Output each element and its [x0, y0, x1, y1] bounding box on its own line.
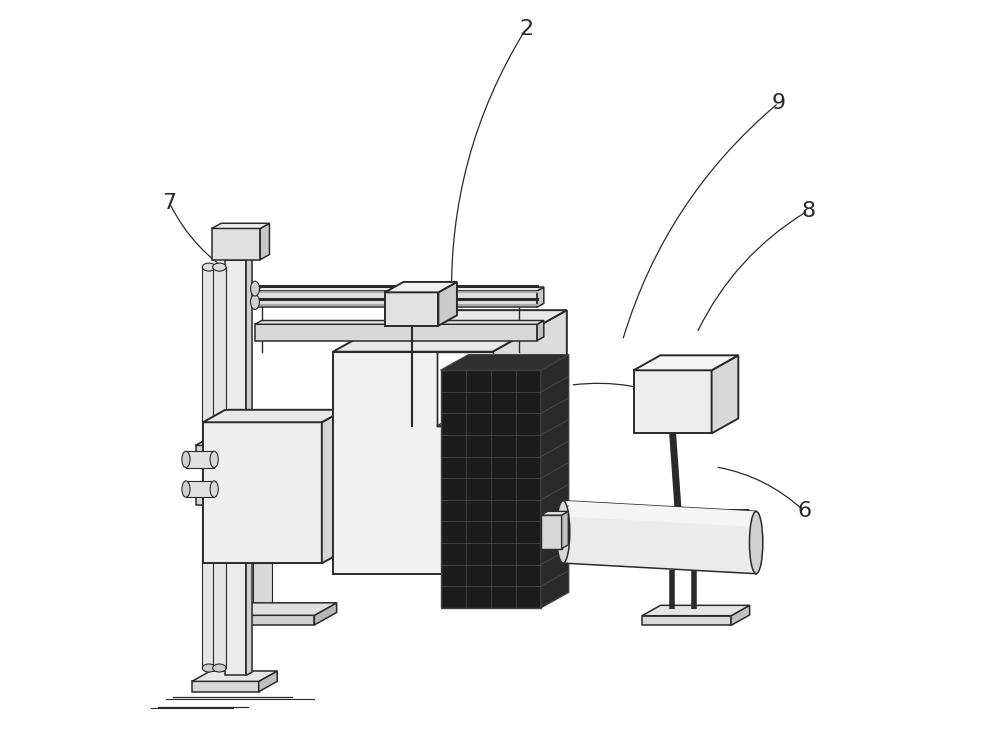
Polygon shape [493, 310, 567, 574]
Polygon shape [186, 451, 214, 468]
Polygon shape [246, 490, 255, 505]
Polygon shape [333, 352, 493, 574]
Ellipse shape [251, 295, 259, 310]
Polygon shape [563, 500, 756, 527]
Polygon shape [437, 409, 522, 426]
Polygon shape [385, 282, 457, 292]
Polygon shape [642, 616, 731, 625]
Polygon shape [541, 512, 568, 515]
Polygon shape [731, 605, 750, 625]
Bar [213, 267, 226, 668]
Polygon shape [225, 257, 252, 260]
Polygon shape [192, 671, 277, 681]
Ellipse shape [213, 263, 226, 271]
Polygon shape [246, 441, 255, 455]
Bar [253, 563, 272, 616]
Polygon shape [196, 495, 246, 505]
Polygon shape [246, 257, 252, 675]
Text: 4: 4 [679, 393, 693, 414]
Polygon shape [210, 616, 314, 625]
Polygon shape [438, 282, 457, 325]
Ellipse shape [251, 281, 259, 296]
Text: 9: 9 [771, 93, 785, 113]
Text: 2: 2 [519, 19, 533, 39]
Text: 7: 7 [163, 193, 177, 213]
Text: 8: 8 [801, 200, 815, 221]
Polygon shape [730, 510, 749, 530]
Polygon shape [203, 410, 344, 423]
Polygon shape [385, 292, 438, 325]
Polygon shape [186, 481, 214, 497]
Bar [202, 267, 216, 668]
Text: 6: 6 [797, 501, 811, 521]
Ellipse shape [182, 481, 190, 497]
Polygon shape [260, 224, 269, 260]
Polygon shape [537, 287, 544, 307]
Polygon shape [314, 603, 337, 625]
Polygon shape [437, 352, 493, 426]
Polygon shape [212, 224, 269, 228]
Polygon shape [225, 260, 246, 675]
Polygon shape [255, 291, 537, 307]
Ellipse shape [182, 451, 190, 468]
Ellipse shape [202, 263, 216, 271]
Ellipse shape [556, 500, 570, 563]
Polygon shape [637, 510, 749, 521]
Polygon shape [255, 287, 544, 291]
Polygon shape [541, 355, 569, 608]
Polygon shape [634, 370, 712, 433]
Polygon shape [333, 310, 567, 352]
Ellipse shape [202, 664, 216, 672]
Polygon shape [642, 605, 750, 616]
Polygon shape [210, 603, 337, 616]
Polygon shape [712, 355, 738, 433]
Ellipse shape [213, 664, 226, 672]
Polygon shape [537, 320, 544, 340]
Polygon shape [259, 671, 277, 692]
Polygon shape [196, 441, 255, 445]
Polygon shape [563, 500, 756, 574]
Polygon shape [634, 355, 738, 370]
Polygon shape [192, 681, 259, 692]
Ellipse shape [210, 451, 218, 468]
Polygon shape [255, 320, 544, 324]
Ellipse shape [210, 481, 218, 497]
Polygon shape [637, 521, 730, 530]
Polygon shape [212, 228, 260, 260]
Polygon shape [196, 445, 246, 455]
Polygon shape [322, 410, 344, 563]
Polygon shape [203, 423, 322, 563]
Polygon shape [441, 355, 569, 370]
Polygon shape [541, 515, 562, 548]
Polygon shape [441, 370, 541, 608]
Ellipse shape [749, 512, 763, 574]
Polygon shape [562, 512, 568, 548]
Polygon shape [196, 490, 255, 495]
Polygon shape [255, 324, 537, 340]
